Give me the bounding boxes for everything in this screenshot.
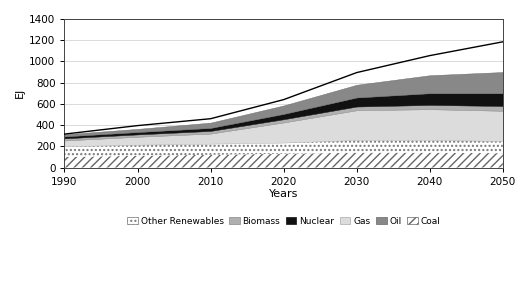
- Legend: Other Renewables, Biomass, Nuclear, Gas, Oil, Coal: Other Renewables, Biomass, Nuclear, Gas,…: [127, 217, 440, 226]
- Y-axis label: EJ: EJ: [15, 88, 25, 98]
- X-axis label: Years: Years: [269, 189, 298, 199]
